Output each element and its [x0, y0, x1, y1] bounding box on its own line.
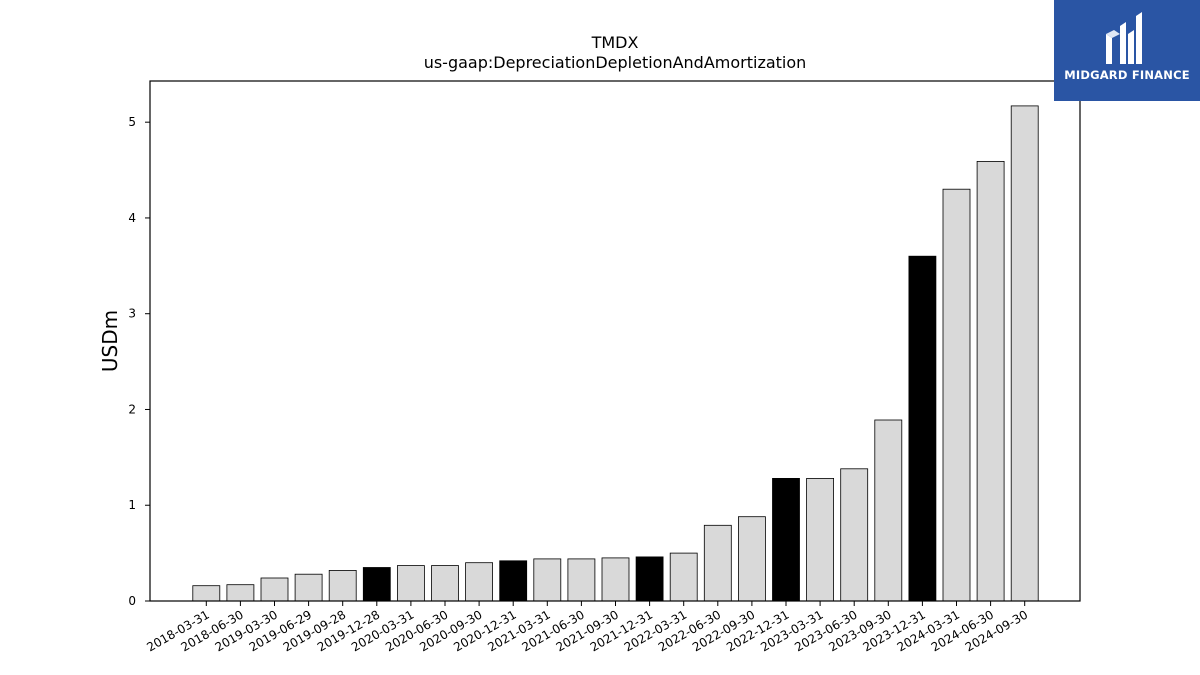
bar-2023-03-31 [806, 477, 834, 602]
bar-2023-09-30 [874, 419, 903, 602]
bar-2024-09-30 [1010, 105, 1039, 602]
bars-group [192, 105, 1039, 602]
y-tick-label: 5 [128, 115, 136, 129]
bar-2021-09-30 [601, 557, 630, 602]
bar-2023-12-31 [908, 255, 937, 602]
bar-2019-12-28 [362, 567, 391, 602]
bar-2019-03-30 [260, 577, 289, 602]
bar-2024-03-31 [942, 188, 971, 602]
y-tick-label: 1 [128, 498, 136, 512]
bar-2020-06-30 [431, 565, 459, 602]
bar-2020-12-31 [499, 560, 528, 602]
bar-2022-06-30 [703, 524, 732, 602]
bar-2019-06-29 [294, 573, 323, 602]
bar-2022-09-30 [738, 516, 766, 602]
y-tick-label: 2 [128, 402, 136, 416]
y-tick-label: 4 [128, 211, 136, 225]
chart-subtitle: us-gaap:DepreciationDepletionAndAmortiza… [424, 53, 807, 72]
x-ticks: 2018-03-312018-06-302019-03-302019-06-29… [144, 601, 1030, 654]
midgard-finance-logo: MIDGARD FINANCE [1054, 0, 1200, 101]
bar-2024-06-30 [976, 160, 1005, 602]
logo-text: MIDGARD FINANCE [1064, 68, 1190, 82]
bar-2023-06-30 [840, 468, 869, 602]
bar-2021-12-31 [635, 556, 664, 602]
bar-2022-12-31 [772, 477, 800, 602]
logo-mark-icon [1106, 12, 1142, 64]
bar-2020-03-31 [396, 565, 425, 602]
bar-2021-06-30 [567, 558, 596, 602]
bar-2020-09-30 [465, 562, 494, 602]
bar-2018-03-31 [192, 585, 221, 602]
chart-title: TMDX [591, 33, 639, 52]
y-tick-label: 3 [128, 307, 136, 321]
bar-2018-06-30 [226, 584, 255, 602]
y-axis-label: USDm [98, 310, 122, 372]
plot-frame [149, 80, 1081, 602]
bar-2022-03-31 [669, 552, 698, 602]
bar-2021-03-31 [533, 558, 562, 602]
y-ticks: 0 1 2 3 4 5 [128, 115, 150, 608]
y-tick-label: 0 [128, 594, 136, 608]
bar-2019-09-28 [328, 570, 357, 602]
